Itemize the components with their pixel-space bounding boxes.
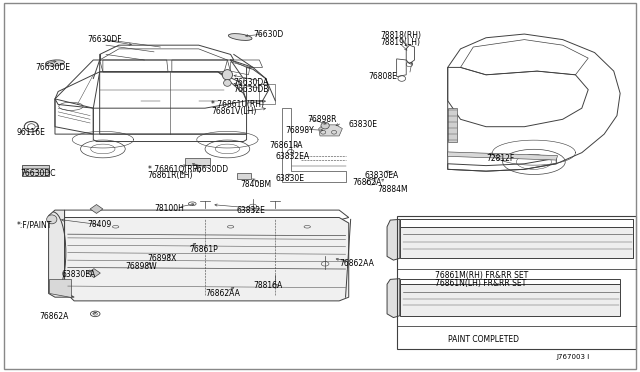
Text: * 76861Q(RH): * 76861Q(RH) [148, 165, 201, 174]
Polygon shape [49, 210, 74, 297]
Text: 78816A: 78816A [253, 281, 282, 290]
Text: 72812F: 72812F [486, 154, 515, 163]
Polygon shape [400, 227, 633, 258]
Bar [184, 158, 210, 164]
Text: 63832E: 63832E [237, 206, 266, 215]
Text: 76862AA: 76862AA [339, 259, 374, 268]
Text: 76861M(RH) FR&RR SET: 76861M(RH) FR&RR SET [435, 271, 528, 280]
Text: 76898Y: 76898Y [285, 126, 314, 135]
Text: J767003 I: J767003 I [556, 354, 589, 360]
Polygon shape [387, 219, 400, 260]
Text: 76630D: 76630D [253, 29, 283, 39]
Ellipse shape [47, 215, 57, 224]
Ellipse shape [222, 70, 232, 80]
Text: 76630DC: 76630DC [20, 169, 55, 177]
Text: 7840BM: 7840BM [240, 180, 271, 189]
Ellipse shape [321, 122, 329, 129]
Text: 78100H: 78100H [154, 204, 184, 213]
Text: 63830EA: 63830EA [365, 171, 399, 180]
Text: 63830E: 63830E [349, 121, 378, 129]
Bar [22, 164, 49, 176]
Ellipse shape [223, 80, 231, 86]
Text: 78818(RH): 78818(RH) [381, 31, 422, 41]
Text: 63832EA: 63832EA [275, 152, 309, 161]
Polygon shape [400, 284, 620, 316]
Text: 76630DB: 76630DB [234, 85, 269, 94]
Polygon shape [90, 205, 103, 214]
Text: 76861R(LH): 76861R(LH) [148, 171, 193, 180]
Text: * 76861U(RH): * 76861U(RH) [211, 100, 264, 109]
Text: 76630DE: 76630DE [36, 63, 71, 72]
Text: 78884M: 78884M [378, 185, 408, 194]
Text: PAINT COMPLETED: PAINT COMPLETED [448, 335, 519, 344]
Bar [237, 173, 251, 179]
Text: 78409: 78409 [87, 221, 111, 230]
Text: 76861PA: 76861PA [269, 141, 303, 150]
Text: 78819(LH): 78819(LH) [381, 38, 420, 47]
Text: 76630DD: 76630DD [192, 165, 228, 174]
Text: 76898R: 76898R [307, 115, 337, 124]
Polygon shape [448, 152, 557, 160]
Ellipse shape [228, 33, 252, 41]
Polygon shape [65, 218, 349, 301]
Text: 76808E: 76808E [368, 72, 397, 81]
Polygon shape [88, 269, 100, 278]
Bar [448, 108, 458, 141]
Text: 76898W: 76898W [125, 262, 157, 271]
Text: 76898X: 76898X [148, 254, 177, 263]
Polygon shape [319, 125, 342, 136]
Polygon shape [49, 279, 71, 297]
Text: 76861V(LH): 76861V(LH) [211, 108, 257, 116]
Text: 63830E: 63830E [275, 174, 304, 183]
Text: 63830EA: 63830EA [61, 270, 95, 279]
Bar [397, 216, 636, 349]
Bar [259, 84, 275, 105]
Text: 76861P: 76861P [189, 244, 218, 253]
Ellipse shape [45, 60, 65, 66]
Polygon shape [387, 279, 400, 318]
Text: 76861N(LH) FR&RR SET: 76861N(LH) FR&RR SET [435, 279, 526, 288]
Text: 76862A: 76862A [352, 178, 381, 187]
Text: *:F/PAINT: *:F/PAINT [17, 221, 52, 230]
Text: 76630DA: 76630DA [234, 78, 269, 87]
Text: 76630DF: 76630DF [87, 35, 122, 44]
Text: 76862A: 76862A [39, 312, 68, 321]
Text: 96116E: 96116E [17, 128, 45, 137]
Text: 76862AA: 76862AA [205, 289, 240, 298]
